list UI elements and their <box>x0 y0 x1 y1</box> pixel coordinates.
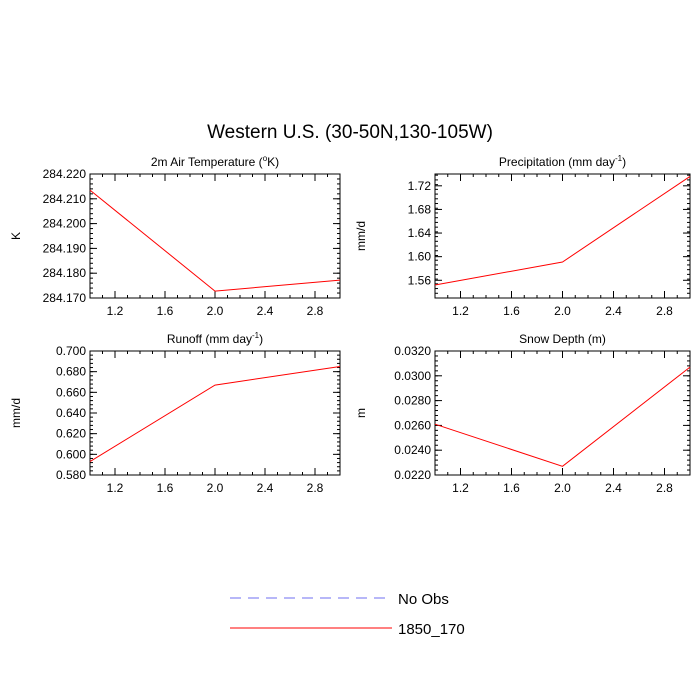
x-tick-label: 2.4 <box>257 304 274 318</box>
y-tick-label: 284.170 <box>43 291 87 305</box>
y-tick-label: 0.0280 <box>394 394 431 408</box>
series-line-1850_170 <box>89 189 341 292</box>
x-tick-label: 1.6 <box>503 481 520 495</box>
x-tick-label: 1.2 <box>452 481 469 495</box>
chart-panel-4: Snow Depth (m) m 0.0220 0.0240 0.0260 0.0280 0… <box>354 332 691 495</box>
x-tick-label: 2.4 <box>257 481 274 495</box>
y-tick-label: 284.210 <box>43 192 87 206</box>
legend-label-2: 1850_170 <box>398 621 465 638</box>
legend: No Obs 1850_170 <box>230 591 465 638</box>
y-tick-label: 1.64 <box>408 226 432 240</box>
x-tick-label: 2.0 <box>207 481 224 495</box>
plot-frame <box>89 350 341 476</box>
x-tick-label: 1.2 <box>107 304 124 318</box>
legend-label-1: No Obs <box>398 591 449 608</box>
panel-title-main: Runoff (mm day <box>167 332 252 346</box>
y-tick-label: 0.0300 <box>394 369 431 383</box>
x-tick-label: 1.6 <box>157 304 174 318</box>
panel-title-superscript: o <box>263 154 268 163</box>
y-tick-label: 0.600 <box>56 447 86 461</box>
panel-title-superscript: -1 <box>615 154 623 163</box>
y-tick-label: 0.620 <box>56 427 86 441</box>
y-tick-label: 0.0260 <box>394 418 431 432</box>
y-tick-label: 0.700 <box>56 344 86 358</box>
x-tick-label: 1.6 <box>503 304 520 318</box>
panel-title: Snow Depth (m) <box>519 332 606 346</box>
x-tick-label: 2.0 <box>207 304 224 318</box>
chart-panel-1: 2m Air Temperature (oK) K 284.170 284.180 28… <box>9 154 341 318</box>
y-tick-label: 0.660 <box>56 385 86 399</box>
panel-title-main: 2m Air Temperature ( <box>151 155 263 169</box>
figure-title: Western U.S. (30-50N,130-105W) <box>207 122 493 143</box>
plot-frame <box>89 173 341 299</box>
y-axis-label: m <box>354 408 368 418</box>
series-line-1850_170 <box>89 366 341 463</box>
x-tick-label: 2.0 <box>554 481 571 495</box>
y-tick-label: 0.0320 <box>394 344 431 358</box>
panel-title: Runoff (mm day-1) <box>167 331 263 346</box>
y-tick-label: 1.56 <box>408 273 432 287</box>
y-axis-label: mm/d <box>354 221 368 251</box>
y-tick-label: 1.72 <box>408 179 432 193</box>
panel-title-tail: K) <box>267 155 279 169</box>
y-tick-label: 0.0240 <box>394 443 431 457</box>
x-tick-label: 2.8 <box>307 304 324 318</box>
panel-title-superscript: -1 <box>252 331 260 340</box>
y-axis-label: K <box>9 232 23 240</box>
x-tick-label: 2.4 <box>605 481 622 495</box>
panels: 2m Air Temperature (oK) K 284.170 284.180 28… <box>9 154 691 495</box>
y-tick-label: 1.68 <box>408 202 432 216</box>
chart-panel-2: Precipitation (mm day-1) mm/d 1.56 1.60 1.64… <box>354 154 691 318</box>
x-tick-label: 2.0 <box>554 304 571 318</box>
panel-title: 2m Air Temperature (oK) <box>151 154 279 169</box>
x-tick-label: 1.6 <box>157 481 174 495</box>
x-tick-label: 1.2 <box>107 481 124 495</box>
plot-frame <box>434 173 691 299</box>
y-tick-label: 1.60 <box>408 250 432 264</box>
x-tick-label: 1.2 <box>452 304 469 318</box>
panel-title-main: Precipitation (mm day <box>499 155 615 169</box>
panel-title-tail: ) <box>622 155 626 169</box>
y-tick-label: 284.190 <box>43 241 87 255</box>
x-tick-label: 2.8 <box>307 481 324 495</box>
y-tick-label: 0.0220 <box>394 468 431 482</box>
y-tick-label: 0.640 <box>56 406 86 420</box>
y-tick-label: 284.180 <box>43 266 87 280</box>
x-tick-label: 2.8 <box>656 481 673 495</box>
y-tick-label: 284.200 <box>43 217 87 231</box>
y-tick-label: 0.680 <box>56 365 86 379</box>
x-tick-label: 2.8 <box>656 304 673 318</box>
chart-panel-3: Runoff (mm day-1) mm/d 0.580 0.600 0.620 0.64… <box>9 331 341 495</box>
y-tick-label: 0.580 <box>56 468 86 482</box>
y-tick-label: 284.220 <box>43 167 87 181</box>
series-line-1850_170 <box>434 175 691 286</box>
plot-frame <box>434 350 691 476</box>
x-tick-label: 2.4 <box>605 304 622 318</box>
y-axis-label: mm/d <box>9 398 23 428</box>
panel-title-main: Snow Depth (m) <box>519 332 606 346</box>
series-line-1850_170 <box>434 366 691 467</box>
panel-title-tail: ) <box>259 332 263 346</box>
panel-title: Precipitation (mm day-1) <box>499 154 626 169</box>
